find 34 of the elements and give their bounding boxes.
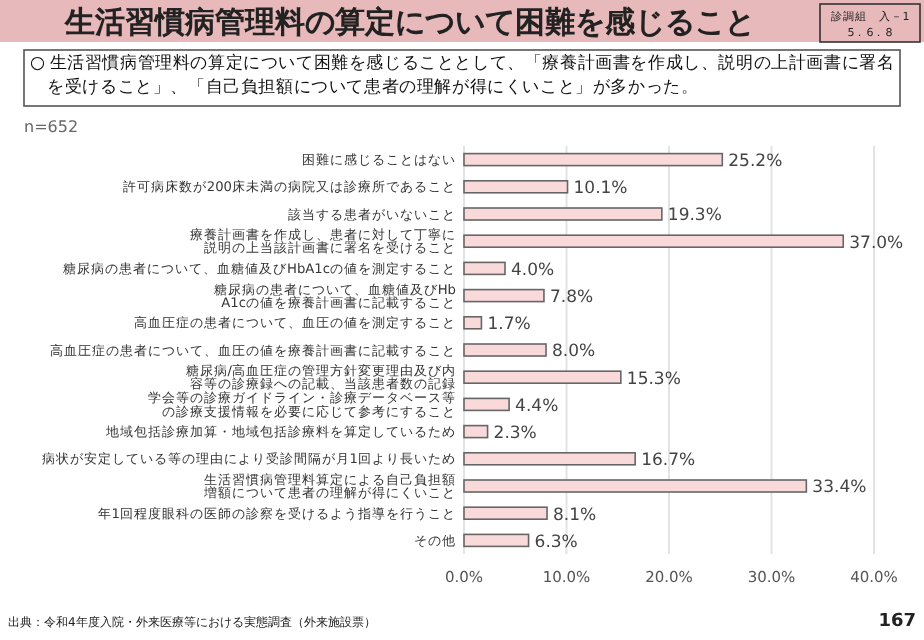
data-label: 7.8%	[549, 288, 594, 308]
bar	[463, 452, 636, 466]
data-label: 6.3%	[534, 532, 578, 553]
chart-title: 生活習慣病管理料の算定について困難を感じること	[63, 4, 755, 40]
bar	[463, 424, 489, 439]
data-label: 16.7%	[641, 451, 696, 472]
bar	[463, 479, 808, 493]
data-label: 8.1%	[553, 505, 597, 526]
data-label: 37.0%	[849, 233, 904, 254]
bar	[463, 370, 622, 384]
bar	[463, 234, 845, 248]
data-label: 25.2%	[728, 152, 783, 172]
bar	[463, 316, 483, 330]
chart-subtitle: ○ 生活習慣病管理料の算定について困難を感じることとして、「療養計画書を作成し、説明の上計画書に署名を受けること」、「自己負担額について患者の理解が得にくいこと」が多かった。	[30, 52, 896, 100]
bar	[463, 533, 530, 548]
bar	[463, 207, 663, 221]
bar	[463, 506, 548, 520]
data-label: 4.0%	[511, 260, 555, 281]
bar	[463, 261, 506, 276]
data-label: 1.7%	[487, 315, 531, 336]
data-label: 10.1%	[573, 179, 628, 200]
text: n=652	[24, 118, 79, 136]
data-label: 33.4%	[812, 478, 867, 499]
data-label: 4.4%	[515, 396, 559, 417]
bar	[463, 343, 547, 357]
data-label: 15.3%	[626, 369, 681, 390]
bar	[463, 180, 569, 194]
bar	[463, 397, 510, 412]
data-label: 19.3%	[667, 206, 722, 227]
text: 167	[878, 612, 916, 632]
data-label: 8.0%	[552, 342, 596, 363]
bar	[463, 288, 545, 303]
bar	[463, 152, 724, 167]
data-label: 2.3%	[493, 424, 537, 444]
